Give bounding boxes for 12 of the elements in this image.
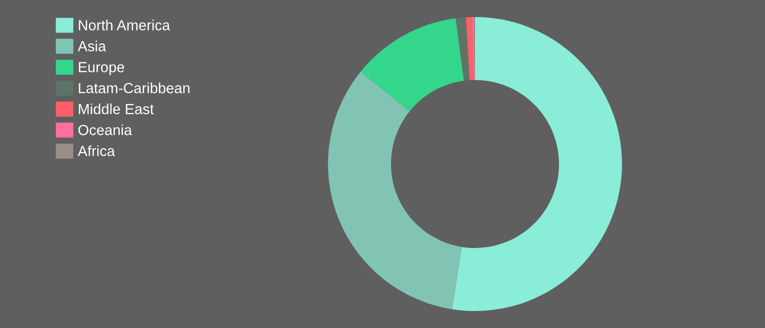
legend-label: Latam-Caribbean — [78, 82, 190, 94]
donut-slice — [328, 72, 462, 310]
legend-label: Europe — [78, 62, 124, 76]
donut-slice — [466, 17, 474, 80]
legend-label: Africa — [78, 145, 115, 156]
legend-label: Oceania — [78, 124, 132, 136]
legend-label: Middle East — [78, 104, 154, 114]
legend-label: North America — [78, 20, 170, 30]
donut-slice — [456, 17, 470, 81]
donut-slice — [452, 17, 622, 311]
donut-slice — [360, 18, 464, 112]
legend-label: Asia — [78, 40, 106, 52]
